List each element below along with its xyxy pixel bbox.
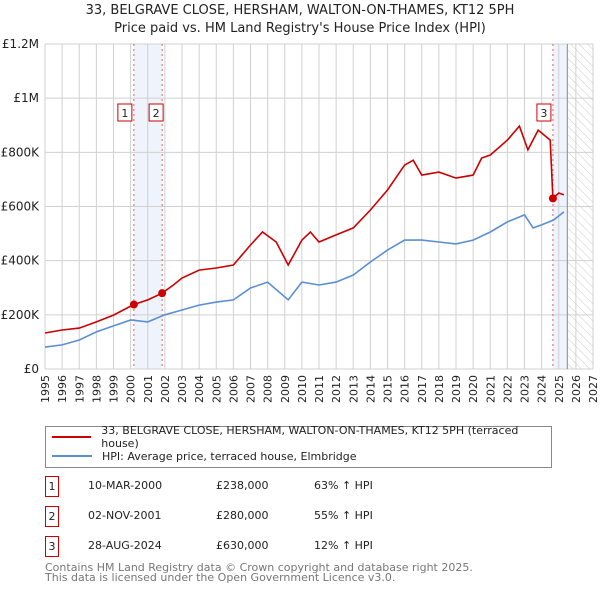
y-tick-label: £800K — [1, 145, 41, 159]
x-tick-label: 2004 — [193, 375, 206, 403]
sale-marker-box: 2 — [45, 506, 59, 527]
chart-plot: 1995 1996 1997 1998 1999 2000 2001 2002 2003 2004… — [1, 37, 600, 403]
footer-licence: This data is licensed under the Open Gov… — [45, 571, 396, 584]
sale-marker-label-box — [148, 103, 164, 122]
x-tick-label: 2024 — [536, 375, 549, 403]
y-tick-label: £1.2M — [2, 37, 39, 51]
x-tick-label: 2008 — [262, 375, 275, 403]
sale-date: 28-AUG-2024 — [88, 539, 162, 552]
price-paid-line — [44, 124, 565, 334]
hpi-line — [44, 211, 565, 348]
x-tick-label: 2013 — [347, 375, 360, 403]
x-tick-label: 2005 — [210, 375, 223, 403]
sale-marker-label-box — [536, 103, 552, 122]
x-tick-label: 1997 — [73, 375, 86, 403]
sale-hpi-diff: 63% ↑ HPI — [314, 479, 373, 492]
sale-marker-box: 3 — [45, 536, 59, 557]
sale-marker-label: 2 — [153, 107, 160, 120]
sale-point — [158, 289, 167, 298]
chart-title: 33, BELGRAVE CLOSE, HERSHAM, WALTON-ON-T… — [85, 3, 515, 18]
x-tick-label: 2027 — [587, 375, 600, 403]
legend-item-property: 33, BELGRAVE CLOSE, HERSHAM, WALTON-ON-T… — [52, 424, 551, 450]
x-tick-label: 1996 — [56, 375, 69, 403]
x-tick-label: 2007 — [245, 375, 258, 403]
legend-swatch-blue — [52, 455, 92, 457]
legend: 33, BELGRAVE CLOSE, HERSHAM, WALTON-ON-T… — [45, 424, 552, 468]
x-tick-label: 2026 — [570, 375, 583, 403]
legend-label: HPI: Average price, terraced house, Elmb… — [102, 449, 357, 463]
footer-copyright: Contains HM Land Registry data © Crown c… — [45, 561, 473, 574]
legend-swatch-red — [52, 436, 92, 438]
x-tick-label: 2006 — [227, 375, 240, 403]
sale-marker-label: 3 — [540, 107, 547, 120]
legend-item-hpi: HPI: Average price, terraced house, Elmb… — [52, 448, 357, 464]
x-tick-label: 2014 — [364, 375, 377, 403]
sale-date: 10-MAR-2000 — [88, 479, 163, 492]
sale-price: £238,000 — [216, 479, 269, 492]
sale-point — [548, 194, 557, 203]
sale-date: 02-NOV-2001 — [88, 509, 162, 522]
sale-price: £280,000 — [216, 509, 269, 522]
x-tick-label: 2002 — [159, 375, 172, 403]
x-tick-label: 2003 — [176, 375, 189, 403]
chart-subtitle: Price paid vs. HM Land Registry's House … — [114, 21, 486, 36]
x-tick-label: 2018 — [433, 375, 446, 403]
x-tick-label: 2025 — [553, 375, 566, 403]
x-tick-label: 1995 — [39, 375, 52, 403]
y-tick-label: £0 — [24, 362, 39, 376]
sale-marker-box: 1 — [45, 476, 59, 497]
x-tick-label: 2021 — [484, 375, 497, 403]
x-tick-label: 2009 — [279, 375, 292, 403]
sale-hpi-diff: 12% ↑ HPI — [314, 539, 373, 552]
y-tick-label: £600K — [1, 200, 41, 214]
y-tick-label: £200K — [1, 308, 41, 322]
x-tick-label: 2000 — [125, 375, 138, 403]
x-tick-label: 2010 — [296, 375, 309, 403]
x-tick-label: 2015 — [382, 375, 395, 403]
y-tick-label: £1M — [13, 91, 39, 105]
x-tick-label: 2019 — [450, 375, 463, 403]
x-tick-label: 2023 — [519, 375, 532, 403]
x-tick-label: 2020 — [467, 375, 480, 403]
sale-marker-label-box — [117, 103, 133, 122]
x-tick-label: 2011 — [313, 375, 326, 403]
sale-point — [129, 300, 138, 309]
legend-label: 33, BELGRAVE CLOSE, HERSHAM, WALTON-ON-T… — [101, 424, 519, 450]
x-tick-label: 1999 — [108, 375, 121, 403]
y-tick-label: £400K — [1, 254, 41, 268]
sale-price: £630,000 — [216, 539, 269, 552]
sale-marker-label: 1 — [121, 107, 128, 120]
x-tick-label: 1998 — [90, 375, 103, 403]
sale-hpi-diff: 55% ↑ HPI — [314, 509, 373, 522]
x-tick-label: 2001 — [142, 375, 155, 403]
x-tick-label: 2012 — [330, 375, 343, 403]
x-tick-label: 2017 — [416, 375, 429, 403]
x-tick-label: 2016 — [399, 375, 412, 403]
x-tick-label: 2022 — [501, 375, 514, 403]
